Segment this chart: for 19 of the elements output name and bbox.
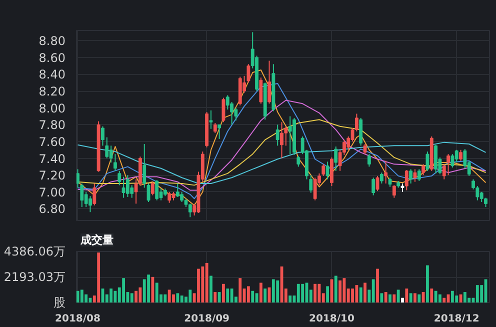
- x-tick-label: 2018/12: [434, 314, 480, 324]
- y-tick-label: 4386.06万: [4, 244, 66, 258]
- y-tick-label: 6.80: [38, 202, 66, 216]
- y-tick-label: 8.60: [38, 50, 66, 65]
- y-tick-label: 8.00: [38, 101, 66, 116]
- y-tick-label: 8.20: [38, 84, 66, 99]
- y-tick-label: 8.40: [38, 68, 66, 82]
- y-tick-label: 2193.03万: [4, 270, 66, 284]
- y-tick-label: 7.80: [38, 118, 66, 132]
- y-tick-label: 7.00: [38, 185, 66, 200]
- y-tick-label: 股: [54, 296, 66, 310]
- y-tick-label: 7.60: [38, 134, 66, 149]
- chart-title: 成交量: [80, 234, 114, 246]
- x-tick-label: 2018/09: [184, 314, 230, 324]
- y-tick-label: 7.20: [38, 168, 66, 183]
- y-tick-label: 8.80: [38, 34, 66, 48]
- x-tick-label: 2018/08: [55, 314, 100, 324]
- x-tick-label: 2018/10: [309, 314, 354, 324]
- y-tick-label: 7.40: [38, 152, 66, 166]
